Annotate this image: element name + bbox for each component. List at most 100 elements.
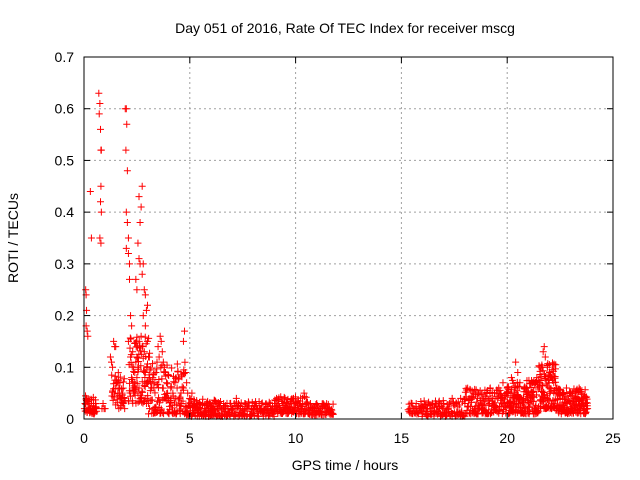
data-point: [524, 409, 532, 417]
data-point: [277, 405, 285, 413]
data-point: [120, 394, 128, 402]
data-point: [499, 379, 507, 387]
data-point: [533, 391, 541, 399]
data-point: [157, 337, 165, 345]
data-point: [87, 234, 95, 242]
data-point: [210, 396, 218, 404]
data-point: [142, 306, 150, 314]
data-point: [487, 410, 495, 418]
data-point: [209, 399, 217, 407]
data-point: [141, 383, 149, 391]
data-point: [518, 398, 526, 406]
data-point: [132, 339, 140, 347]
data-point: [165, 371, 173, 379]
data-point: [329, 400, 337, 408]
data-point: [135, 255, 143, 263]
chart-title: Day 051 of 2016, Rate Of TEC Index for r…: [175, 20, 515, 36]
data-point: [134, 389, 142, 397]
data-point: [156, 332, 164, 340]
data-point: [140, 286, 148, 294]
data-point: [140, 368, 148, 376]
data-point: [178, 383, 186, 391]
data-point: [514, 368, 522, 376]
data-point: [258, 399, 266, 407]
data-point: [203, 399, 211, 407]
axis-ticks: 0 5 10 15 20 25 0 0.1 0.2 0.3 0.4 0.5 0.6 0.7: [55, 49, 621, 446]
data-point: [520, 400, 528, 408]
data-point: [96, 234, 104, 242]
data-point: [176, 406, 184, 414]
data-point: [289, 394, 297, 402]
data-point: [474, 394, 482, 402]
data-point: [164, 380, 172, 388]
data-point: [176, 393, 184, 401]
x-tick-label: 25: [605, 430, 621, 446]
data-point: [550, 360, 558, 368]
data-point: [145, 334, 153, 342]
data-point: [124, 337, 132, 345]
data-point: [160, 363, 168, 371]
data-point: [529, 387, 537, 395]
data-point: [300, 389, 308, 397]
data-point: [539, 397, 547, 405]
x-axis-label: GPS time / hours: [292, 457, 399, 473]
data-point: [133, 333, 141, 341]
data-point: [136, 394, 144, 402]
data-point: [156, 397, 164, 405]
data-point: [252, 401, 260, 409]
data-point: [101, 405, 109, 413]
data-point: [129, 384, 137, 392]
data-point: [106, 353, 114, 361]
data-point: [114, 369, 122, 377]
data-point: [179, 337, 187, 345]
data-point: [147, 364, 155, 372]
data-point: [234, 399, 242, 407]
data-point: [175, 394, 183, 402]
data-point: [137, 362, 145, 370]
data-point: [135, 193, 143, 201]
data-point: [416, 405, 424, 413]
data-point: [579, 394, 587, 402]
data-point: [141, 322, 149, 330]
data-point: [109, 396, 117, 404]
data-point: [129, 348, 137, 356]
x-tick-label: 15: [394, 430, 410, 446]
data-point: [97, 239, 105, 247]
data-point: [298, 405, 306, 413]
data-point: [112, 343, 120, 351]
data-point: [427, 405, 435, 413]
data-point: [546, 368, 554, 376]
data-point: [126, 379, 134, 387]
data-point: [122, 146, 130, 154]
data-point: [138, 378, 146, 386]
data-point: [163, 379, 171, 387]
data-point: [151, 389, 159, 397]
data-point: [127, 353, 135, 361]
data-point: [495, 384, 503, 392]
data-point: [111, 372, 119, 380]
data-point: [516, 379, 524, 387]
data-point: [251, 399, 259, 407]
data-point: [140, 367, 148, 375]
data-point: [158, 348, 166, 356]
data-point: [548, 374, 556, 382]
data-point: [537, 363, 545, 371]
data-point: [126, 344, 134, 352]
data-point: [128, 322, 136, 330]
data-point: [155, 353, 163, 361]
data-point: [410, 405, 418, 413]
data-point: [145, 353, 153, 361]
data-point: [465, 394, 473, 402]
data-point: [527, 383, 535, 391]
data-point: [228, 405, 236, 413]
y-tick-label: 0.7: [55, 49, 75, 65]
data-point: [96, 100, 104, 108]
data-point: [149, 360, 157, 368]
data-point: [181, 327, 189, 335]
data-point: [430, 412, 438, 420]
data-point: [540, 343, 548, 351]
data-point: [482, 394, 490, 402]
data-point: [141, 368, 149, 376]
data-point: [533, 374, 541, 382]
